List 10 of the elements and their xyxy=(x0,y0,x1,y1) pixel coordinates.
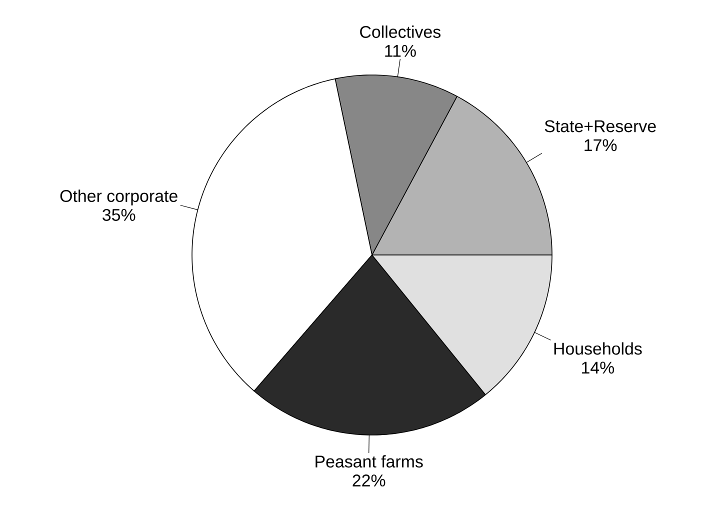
slice-label: Collectives xyxy=(360,26,440,38)
slice-label: Peasant farms xyxy=(316,455,423,468)
data-label: 22% xyxy=(352,474,386,486)
slice-label: State+Reserve xyxy=(544,120,656,132)
slice-label: Households xyxy=(554,342,642,355)
data-label: 11% xyxy=(385,44,416,57)
data-label: 17% xyxy=(584,139,617,152)
slice-label: Other corporate xyxy=(60,190,178,206)
data-label: 35% xyxy=(102,208,136,221)
data-label: 14% xyxy=(582,362,614,374)
